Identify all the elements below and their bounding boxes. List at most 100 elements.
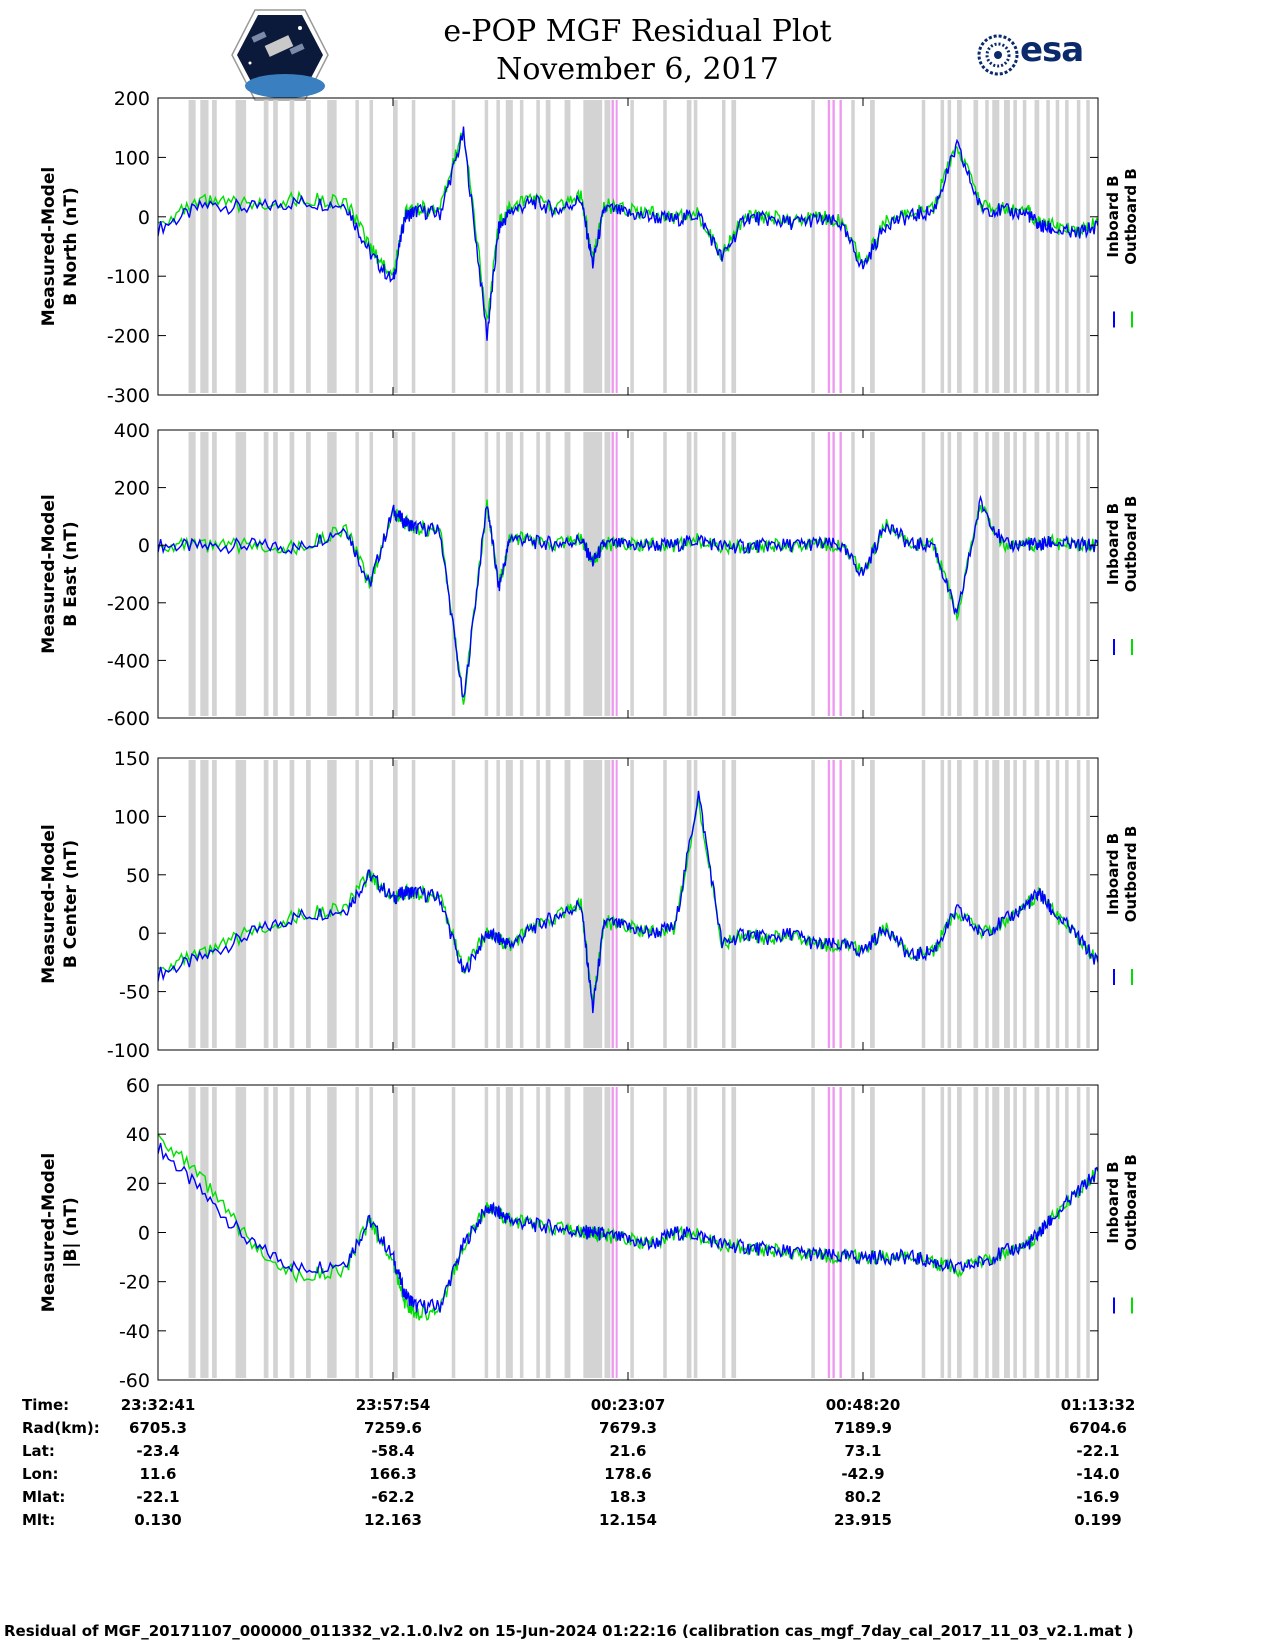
ephemeris-value: -16.9 [1076,1488,1120,1506]
gap-band [1055,1087,1060,1378]
y-axis-label: B East (nT) [61,521,81,626]
y-tick-label: 60 [126,1075,150,1097]
gap-band [973,432,979,716]
series-line-inboard [158,126,1098,341]
gap-band [947,760,952,1048]
gap-band [604,760,611,1048]
ephemeris-value: 00:23:07 [590,1396,666,1414]
y-tick-label: 0 [138,207,150,229]
gap-band [263,1087,269,1378]
ephemeris-row-label: Mlat: [22,1488,66,1506]
gap-band [851,760,855,1048]
gap-band [1086,432,1090,716]
gap-band [212,432,217,716]
gap-band [985,100,989,393]
gap-band [921,760,926,1048]
gap-band-magenta [611,100,614,393]
gap-band [940,760,945,1048]
gap-band [663,760,667,1048]
gap-band [505,760,513,1048]
gap-band-magenta [827,1087,831,1378]
series-line-inboard [158,790,1098,1014]
esa-logo-text: esa [1020,30,1084,70]
gap-band [496,100,500,393]
gap-band [200,1087,209,1378]
gap-band [1013,432,1017,716]
gap-band [505,100,513,393]
gap-band [686,432,692,716]
gap-band [973,100,979,393]
gap-band [519,760,524,1048]
gap-band [947,432,952,716]
ephemeris-value: 7679.3 [599,1419,657,1437]
gap-band [327,760,337,1048]
ephemeris-value: 80.2 [844,1488,882,1506]
gap-band [355,432,359,716]
gap-band [686,1087,692,1378]
ephemeris-value: 0.199 [1074,1511,1122,1529]
ephemeris-value: 6704.6 [1069,1419,1127,1437]
gap-band-magenta [832,760,835,1048]
gap-band [484,760,489,1048]
gap-band [1086,760,1090,1048]
gap-band [505,1087,513,1378]
gap-band-magenta [827,432,831,716]
y-tick-label: -20 [119,1272,150,1294]
gap-band [630,760,634,1048]
gap-band [992,100,1000,393]
chart-panel-3: 150 100 50 0 -50 -100 Measured-Model B Center (… [39,748,1140,1062]
gap-band [200,432,209,716]
gap-band [306,100,311,393]
gap-band [263,100,269,393]
gap-band [973,760,979,1048]
ephemeris-row-label: Lon: [22,1465,59,1483]
gap-band [484,432,489,716]
gap-band-magenta [832,1087,835,1378]
gap-band [731,100,737,393]
gap-band [200,760,209,1048]
gap-band [1013,760,1017,1048]
gap-band [811,760,815,1048]
gap-band [722,432,726,716]
ephemeris-row-label: Lat: [22,1442,55,1460]
ephemeris-row-label: Rad(km): [22,1419,100,1437]
gap-band [940,1087,945,1378]
y-tick-label: -60 [119,1370,150,1392]
gap-band [921,100,926,393]
gap-band [851,1087,855,1378]
legend-label: Outboard B [1122,1154,1140,1251]
ephemeris-value: 7189.9 [834,1419,892,1437]
gap-band [921,432,926,716]
gap-band [212,760,217,1048]
gap-band [1055,432,1060,716]
ephemeris-value: 23.915 [834,1511,892,1529]
gap-band [306,432,311,716]
y-tick-label: -100 [107,266,150,288]
gap-band-magenta [615,100,618,393]
gap-band [536,760,540,1048]
chart-panel-2: 400 200 0 -200 -400 -600 Measured-Model B East … [39,420,1140,730]
data-gap-shading [188,760,1090,1048]
gap-band [957,100,962,393]
gap-band [263,432,269,716]
gap-band [536,432,540,716]
gap-band [693,1087,698,1378]
gap-band [1013,1087,1017,1378]
gap-band [306,1087,311,1378]
gap-band [545,1087,551,1378]
gap-band [519,1087,524,1378]
gap-band [1046,100,1050,393]
legend-label: Inboard B [1104,833,1122,915]
gap-band [564,432,571,716]
gap-band-magenta [832,100,835,393]
gap-band [536,100,540,393]
gap-band [235,760,247,1048]
gap-band [1004,432,1010,716]
gap-band [1076,100,1081,393]
gap-band [1086,100,1090,393]
ephemeris-value: 01:13:32 [1060,1396,1136,1414]
legend-label: Inboard B [1104,503,1122,585]
gap-band-magenta [839,760,842,1048]
series-line-inboard [158,494,1098,698]
